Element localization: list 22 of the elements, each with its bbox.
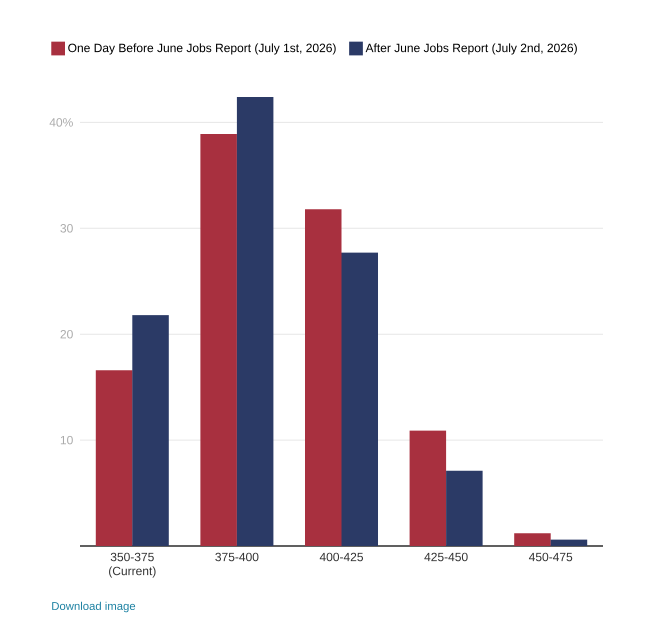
text: Download image [52, 602, 136, 612]
y-tick-label: 10 [60, 436, 73, 444]
bar [410, 430, 446, 546]
x-tick-label: 450-475 [528, 552, 572, 562]
legend-label: One Day Before June Jobs Report (July 1st, 2026) [68, 43, 336, 55]
x-tick-label: 400-425 [320, 552, 364, 562]
y-tick-label: 30 [60, 224, 73, 233]
bar [304, 209, 342, 546]
bar [96, 370, 132, 546]
x-tick-label: 350-375 (Current) [109, 552, 156, 578]
bar [200, 134, 237, 546]
x-tick-label: 425-450 [424, 552, 468, 562]
y-tick-label: 20 [60, 330, 73, 338]
y-tick-label: 40% [50, 118, 73, 127]
legend-label: After June Jobs Report (July 2nd, 2026) [366, 43, 577, 55]
bar [342, 252, 378, 546]
bar [550, 540, 588, 546]
bar [514, 533, 551, 546]
bar [132, 315, 169, 546]
x-tick-label: 375-400 [215, 552, 258, 562]
bar [236, 96, 274, 546]
bar [446, 470, 483, 546]
